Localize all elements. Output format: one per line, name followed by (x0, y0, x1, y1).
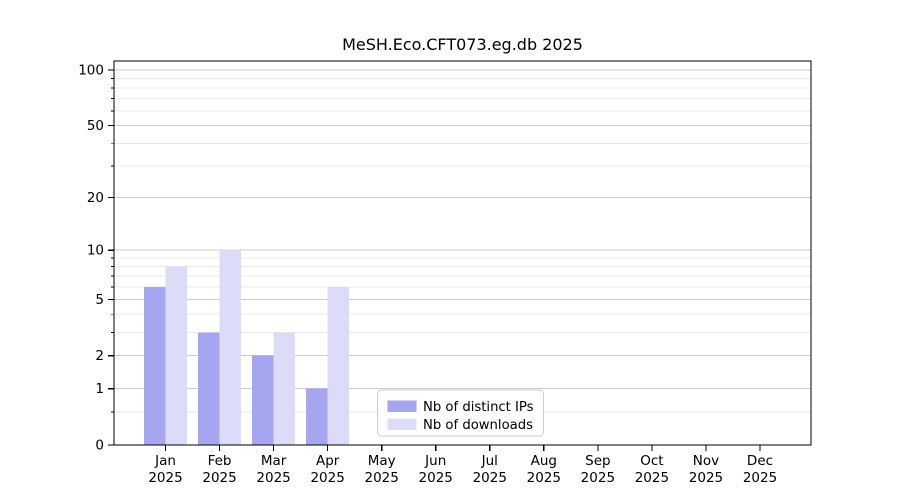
x-tick-label-year: 2025 (419, 470, 453, 486)
bar-ips-mar (252, 355, 274, 445)
y-tick-label: 20 (87, 190, 104, 206)
plot-border (113, 60, 812, 446)
x-tick-label-month: Dec (747, 453, 773, 469)
x-tick-label-year: 2025 (581, 470, 615, 486)
x-tick-label-month: Jul (481, 453, 498, 469)
x-tick-label-year: 2025 (527, 470, 561, 486)
bar-ips-feb (198, 332, 220, 445)
x-tick-label-year: 2025 (473, 470, 507, 486)
x-tick-label-year: 2025 (743, 470, 777, 486)
x-tick-label-month: Mar (261, 453, 287, 469)
x-tick-label-month: Nov (693, 453, 719, 469)
y-tick-label: 10 (87, 243, 104, 259)
y-tick-label: 2 (95, 348, 104, 364)
bar-downloads-jan (165, 266, 187, 445)
x-tick-label-month: Oct (640, 453, 663, 469)
bar-downloads-mar (273, 332, 296, 445)
x-tick-label-year: 2025 (310, 470, 344, 486)
legend-swatch (387, 418, 417, 430)
y-tick-label: 0 (95, 438, 104, 454)
x-tick-label-month: May (368, 453, 396, 469)
legend-box (377, 389, 544, 437)
x-tick-label-year: 2025 (365, 470, 399, 486)
y-tick-label: 1 (95, 381, 104, 397)
x-tick-label-month: Jan (154, 453, 176, 469)
legend-label: Nb of distinct IPs (423, 400, 534, 415)
x-tick-label-year: 2025 (202, 470, 236, 486)
bar-ips-jan (144, 286, 166, 445)
bar-downloads-apr (327, 286, 350, 445)
bar-downloads-feb (219, 250, 242, 445)
bar-ips-apr (306, 388, 328, 445)
y-tick-label: 50 (87, 118, 104, 134)
x-tick-label-year: 2025 (256, 470, 290, 486)
x-tick-label-month: Jun (424, 453, 446, 469)
x-tick-label-year: 2025 (635, 470, 669, 486)
y-tick-label: 5 (95, 292, 104, 308)
x-tick-label-month: Sep (585, 453, 610, 469)
legend-label: Nb of downloads (423, 418, 533, 433)
x-tick-label-month: Apr (316, 453, 340, 469)
legend-swatch (387, 400, 417, 412)
x-tick-label-month: Feb (208, 453, 232, 469)
x-tick-label-year: 2025 (148, 470, 182, 486)
x-tick-label-month: Aug (531, 453, 557, 469)
chart-title: MeSH.Eco.CFT073.eg.db 2025 (342, 35, 583, 54)
x-tick-label-year: 2025 (689, 470, 723, 486)
y-tick-label: 100 (78, 63, 104, 79)
